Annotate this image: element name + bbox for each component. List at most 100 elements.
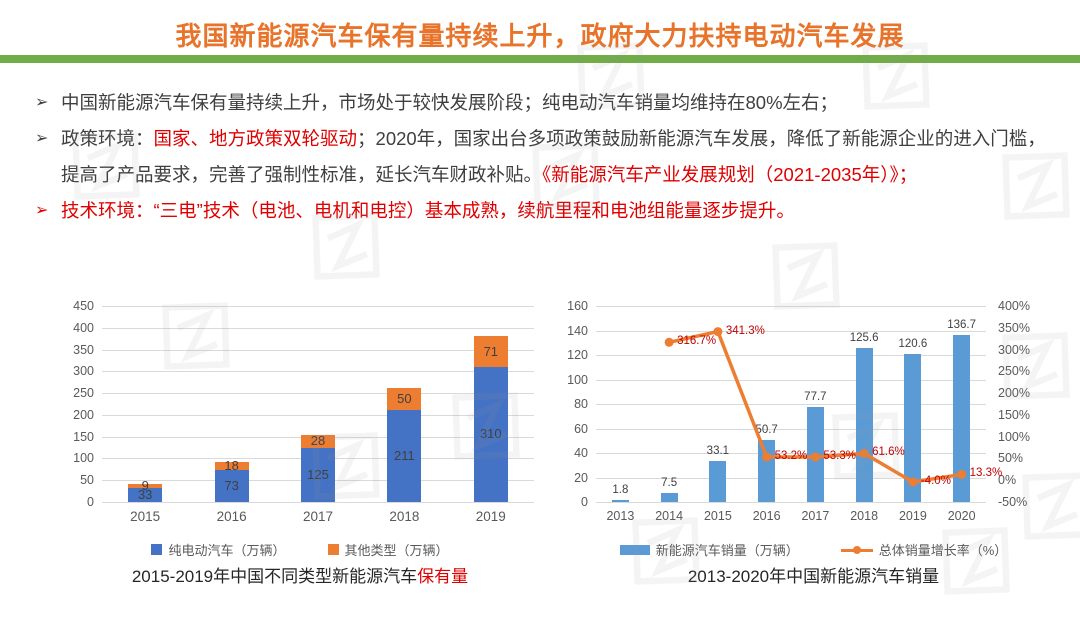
gridline	[102, 306, 534, 307]
legend-label: 纯电动汽车（万辆）	[168, 543, 286, 558]
y-axis-left-tick-label: 100	[567, 372, 588, 387]
bar-value-label: 50.7	[755, 423, 778, 436]
bullet-text-segment: 《新能源汽车产业发展规划（2021-2035年）》；	[542, 164, 918, 185]
gridline	[596, 477, 986, 479]
stacked-bar-segment	[387, 410, 422, 502]
bullet-text: 技术环境：“三电”技术（电池、电机和电控）基本成熟，续航里程和电池组能量逐步提升…	[61, 193, 1051, 229]
x-axis-tick-label: 2018	[389, 509, 420, 524]
stacked-bar-segment	[301, 435, 335, 448]
stacked-bar-segment	[473, 336, 508, 367]
line-marker-icon	[713, 327, 723, 337]
gridline	[102, 371, 534, 373]
y-axis-right-tick-label: -50%	[998, 495, 1028, 509]
legend-line-marker-icon	[852, 545, 861, 554]
x-axis-tick-label: 2013	[606, 509, 635, 523]
y-axis-left-tick-label: 60	[574, 421, 588, 436]
bar-value-label: 73	[224, 478, 239, 494]
title-divider	[0, 55, 1080, 63]
bar-value-label: 211	[394, 448, 415, 464]
y-axis-tick-label: 150	[73, 429, 94, 444]
x-axis-tick-label: 2017	[302, 509, 334, 524]
chart-caption-segment: 2013-2020年中国新能源汽车销量	[687, 567, 940, 586]
bar-value-label: 136.7	[947, 318, 977, 331]
bullet-item: ➢ 政策环境：国家、地方政策双轮驱动；2020年，国家出台多项政策鼓励新能源汽车发…	[35, 121, 1051, 193]
bar-value-label: 125	[307, 466, 329, 482]
sales-bar	[709, 461, 727, 502]
bar-value-label: 120.6	[898, 338, 928, 351]
y-axis-right-tick-label: 300%	[998, 342, 1030, 357]
sales-bar	[611, 499, 629, 502]
y-axis-tick-label: 200	[73, 407, 94, 422]
chart-caption: 2013-2020年中国新能源汽车销量	[562, 562, 1065, 587]
stacked-bar-segment	[473, 366, 508, 502]
bullet-text-segment: 国家、地方政策双轮驱动	[153, 128, 358, 149]
gridline	[102, 349, 534, 351]
legend-item: 新能源汽车销量（万辆）	[619, 540, 799, 559]
y-axis-tick-label: 50	[80, 473, 94, 488]
x-axis-tick-label: 2016	[752, 509, 781, 523]
chart-caption-segment: 2015-2019年中国不同类型新能源汽车	[131, 567, 418, 586]
bar-value-label: 28	[310, 433, 326, 449]
y-axis-right-tick-label: 0%	[998, 473, 1017, 488]
line-marker-icon	[957, 469, 967, 479]
x-axis-tick-label: 2019	[475, 509, 506, 524]
growth-rate-label: 316.7%	[677, 335, 717, 348]
legend-swatch-icon	[327, 544, 339, 555]
gridline	[102, 393, 534, 395]
line-marker-icon	[859, 448, 869, 458]
line-marker-icon	[664, 337, 674, 347]
sales-bar	[855, 348, 873, 502]
y-axis-right-tick-label: 150%	[998, 407, 1030, 422]
growth-rate-label: 341.3%	[725, 324, 765, 337]
legend-line-swatch-icon	[840, 545, 873, 555]
legend-label: 新能源汽车销量（万辆）	[655, 543, 799, 558]
x-axis-tick-label: 2016	[216, 509, 247, 524]
bar-value-label: 1.8	[612, 483, 629, 496]
y-axis-tick-label: 400	[73, 320, 94, 335]
chart-ev-sales-bar-line: 160 140 120 100 80 60 40 20 0 400% 350% 300% 250% 200…	[562, 296, 1065, 596]
gridline	[596, 379, 986, 381]
bullet-arrow-icon: ➢	[35, 202, 49, 219]
legend-item: 其他类型（万辆）	[327, 540, 449, 559]
chart-caption: 2015-2019年中国不同类型新能源汽车保有量	[60, 562, 540, 587]
y-axis-left-tick-label: 140	[567, 323, 588, 338]
y-axis-left-tick-label: 120	[567, 348, 588, 362]
x-axis-tick-label: 2018	[850, 509, 879, 523]
y-axis-right-tick-label: 400%	[998, 299, 1030, 313]
bar-value-label: 50	[397, 391, 412, 407]
x-axis-tick-label: 2015	[703, 509, 732, 523]
y-axis-left-tick-label: 80	[574, 397, 588, 411]
y-axis-tick-label: 100	[73, 451, 94, 466]
chart-ev-ownership-stacked-bar: 450 400 350 300 250 200 150 100 50 0 33 9 2015 73 18 20…	[60, 296, 540, 596]
y-axis-left-tick-label: 40	[574, 446, 588, 460]
y-axis-left-tick-label: 160	[567, 299, 588, 313]
stacked-bar-segment	[301, 447, 335, 502]
bullet-arrow-icon: ➢	[35, 94, 49, 111]
gridline	[596, 306, 986, 307]
legend-label: 其他类型（万辆）	[344, 543, 449, 558]
stacked-bar-segment	[214, 462, 249, 471]
bullet-item: ➢ 技术环境：“三电”技术（电池、电机和电控）基本成熟，续航里程和电池组能量逐步提…	[35, 193, 1051, 229]
gridline	[596, 330, 986, 332]
gridline	[102, 502, 534, 503]
gridline	[596, 453, 986, 454]
gridline	[596, 355, 986, 356]
growth-rate-label: -4.0%	[920, 474, 951, 487]
y-axis-right-tick-label: 250%	[998, 364, 1030, 379]
bullet-text-segment: 中国新能源汽车保有量持续上升，市场处于较快发展阶段；纯电动汽车销量均维持在80%…	[61, 92, 839, 113]
line-marker-icon	[908, 477, 918, 487]
line-marker-icon	[762, 452, 772, 462]
x-axis-tick-label: 2019	[898, 509, 927, 523]
growth-rate-line	[664, 327, 967, 487]
y-axis-right-tick-label: 100%	[998, 429, 1030, 444]
stacked-bar-segment	[128, 487, 163, 502]
bullet-arrow-icon: ➢	[35, 130, 49, 147]
bar-value-label: 33.1	[706, 445, 730, 458]
stacked-bar-segment	[387, 388, 422, 411]
chart-legend: 新能源汽车销量（万辆） 总体销量增长率（%）	[562, 540, 1065, 559]
legend-swatch-icon	[151, 544, 163, 555]
growth-rate-label: 53.2%	[774, 450, 808, 463]
growth-rate-label: 53.3%	[823, 450, 856, 462]
bullet-text-segment: 技术环境：“三电”技术（电池、电机和电控）基本成熟，续航里程和电池组能量逐步提升…	[61, 200, 795, 221]
bar-value-label: 33	[137, 486, 153, 502]
